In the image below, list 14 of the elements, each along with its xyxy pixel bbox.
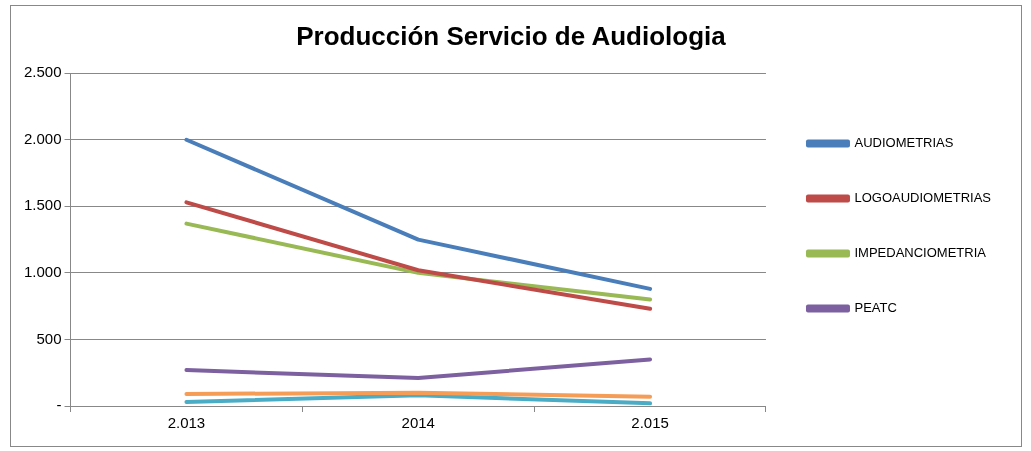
legend-label: AUDIOMETRIAS bbox=[854, 135, 954, 151]
y-tick-label: - bbox=[56, 396, 62, 414]
x-tick-label: 2014 bbox=[401, 414, 435, 432]
y-tick-label: 1.000 bbox=[23, 263, 62, 281]
legend-label: PEATC bbox=[854, 300, 897, 316]
y-tick-label: 2.500 bbox=[23, 63, 62, 81]
legend-label: IMPEDANCIOMETRIA bbox=[854, 245, 987, 261]
y-tick-label: 1.500 bbox=[23, 196, 62, 214]
x-tick-label: 2.013 bbox=[167, 414, 206, 432]
legend-label: LOGOAUDIOMETRIAS bbox=[854, 190, 992, 206]
y-tick-label: 2.000 bbox=[23, 129, 62, 147]
x-tick-label: 2.015 bbox=[631, 414, 669, 432]
chart-title: Producción Servicio de Audiologia bbox=[296, 20, 727, 51]
y-tick-label: 500 bbox=[36, 329, 62, 347]
